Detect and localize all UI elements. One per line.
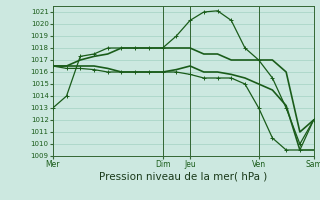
- X-axis label: Pression niveau de la mer( hPa ): Pression niveau de la mer( hPa ): [99, 172, 267, 182]
